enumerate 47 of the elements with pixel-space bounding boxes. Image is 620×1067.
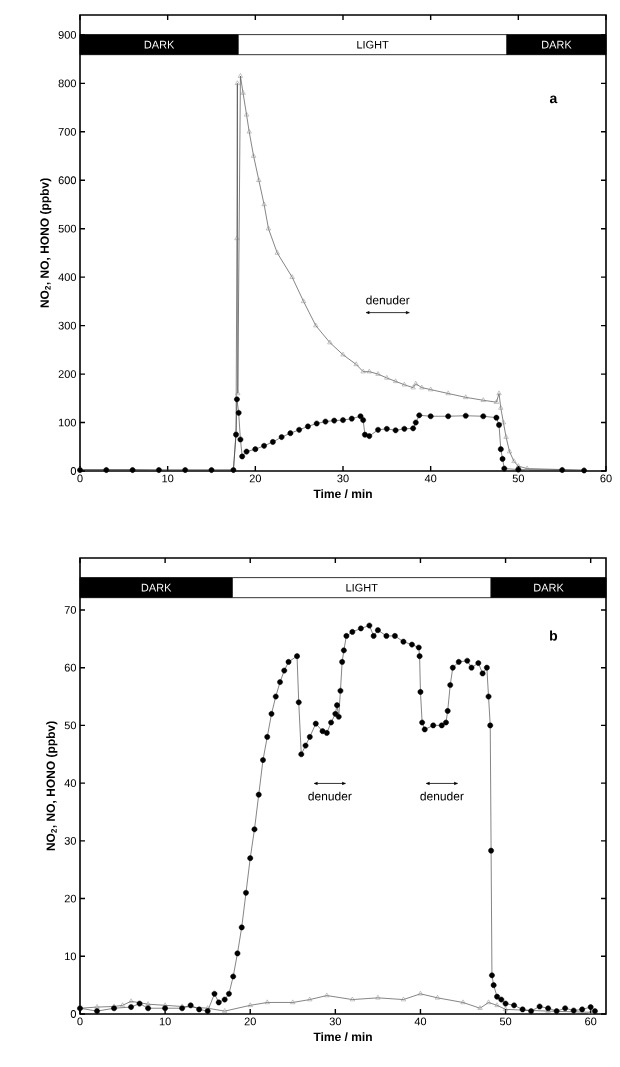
y-tick-label: 900 xyxy=(58,31,77,39)
y-tick-label: 20 xyxy=(64,894,77,903)
x-tick-label: 60 xyxy=(600,474,612,483)
y-axis-title: NO$_{2}$, NO, HONO (ppbv) xyxy=(46,721,58,851)
x-axis-title: Time / min xyxy=(313,1032,372,1042)
band-label: DARK xyxy=(534,583,564,592)
x-tick-label: 20 xyxy=(244,1017,256,1026)
band-label: LIGHT xyxy=(357,40,389,49)
y-tick-label: 50 xyxy=(64,721,77,730)
annotation: denuder xyxy=(420,791,464,801)
y-tick-label: 700 xyxy=(58,127,77,136)
x-tick-label: 20 xyxy=(249,474,262,483)
x-tick-label: 40 xyxy=(424,474,437,483)
band-label: DARK xyxy=(144,40,175,49)
x-tick-label: 50 xyxy=(512,474,524,483)
y-tick-label: 10 xyxy=(65,952,77,961)
y-tick-label: 0 xyxy=(70,1010,77,1018)
x-tick-label: 0 xyxy=(77,1017,83,1026)
y-tick-label: 300 xyxy=(58,321,77,330)
band-label: DARK xyxy=(542,40,572,49)
x-axis-title: Time / min xyxy=(313,489,372,499)
x-tick-label: 50 xyxy=(499,1017,512,1026)
y-tick-label: 60 xyxy=(64,663,77,672)
band-label: LIGHT xyxy=(346,583,378,592)
y-tick-label: 600 xyxy=(58,176,77,185)
x-tick-label: 60 xyxy=(585,1017,597,1026)
band-label: DARK xyxy=(141,583,172,592)
annotation: denuder xyxy=(308,791,352,801)
y-axis-title: NO$_{2}$, NO, HONO (ppbv) xyxy=(40,178,52,308)
y-tick-label: 30 xyxy=(64,836,77,845)
y-tick-label: 100 xyxy=(58,418,77,427)
x-tick-label: 10 xyxy=(159,1017,171,1026)
y-tick-label: 800 xyxy=(58,79,77,88)
y-tick-label: 40 xyxy=(64,779,77,788)
x-tick-label: 10 xyxy=(162,474,174,483)
y-tick-label: 70 xyxy=(64,606,77,614)
annotation: a xyxy=(549,95,558,104)
x-tick-label: 30 xyxy=(329,1017,342,1026)
y-tick-label: 500 xyxy=(58,224,77,233)
annotation: b xyxy=(550,630,558,641)
annotation: denuder xyxy=(366,295,410,305)
y-tick-label: 0 xyxy=(70,467,77,475)
y-tick-label: 200 xyxy=(58,370,77,378)
x-tick-label: 0 xyxy=(77,474,83,483)
y-tick-label: 400 xyxy=(58,273,77,282)
x-tick-label: 40 xyxy=(414,1017,427,1026)
x-tick-label: 30 xyxy=(337,474,349,483)
